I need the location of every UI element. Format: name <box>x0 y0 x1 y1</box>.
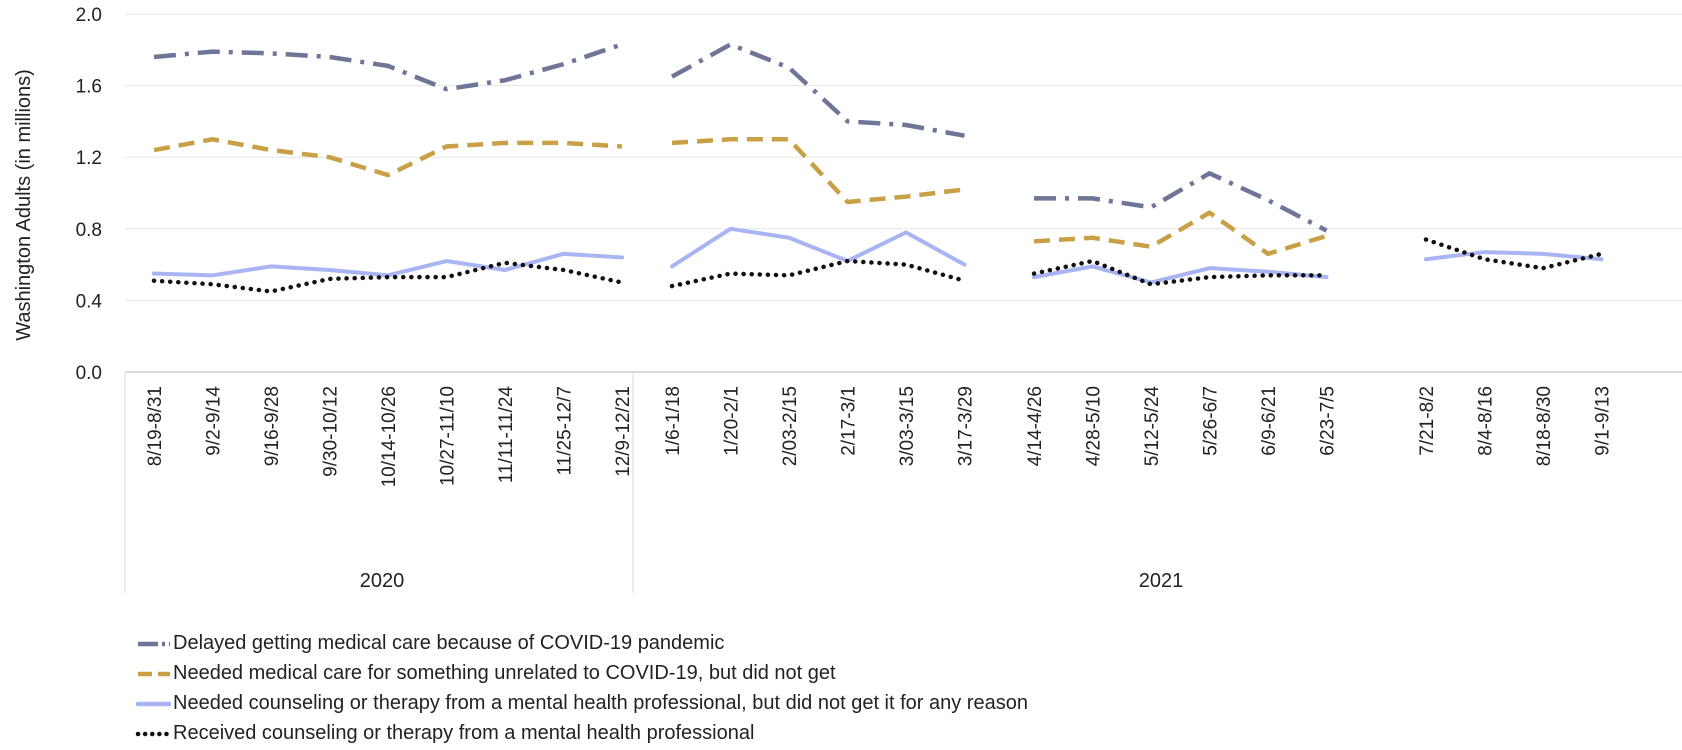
series-line <box>1423 237 1604 271</box>
x-tick-label: 4/14-4/26 <box>1025 386 1046 466</box>
x-tick-label: 8/4-8/16 <box>1476 386 1497 456</box>
series-4 <box>151 237 1604 294</box>
axes <box>124 371 1682 593</box>
series-line <box>153 42 623 92</box>
x-tick-label: 11/25-12/7 <box>555 386 576 475</box>
x-group-labels: 2020 2021 <box>360 570 1184 592</box>
x-tick-label: 12/9-12/21 <box>613 386 634 477</box>
x-tick-label: 1/6-1/18 <box>663 386 684 456</box>
y-tick-labels: 0.0 0.4 0.8 1.2 1.6 2.0 <box>76 5 103 384</box>
series-line <box>1033 210 1328 257</box>
series-line <box>1032 264 1329 285</box>
series-line <box>153 137 623 178</box>
x-tick-label: 4/28-5/10 <box>1084 386 1105 466</box>
series-2 <box>153 137 1328 257</box>
x-tick-label: 5/12-5/24 <box>1142 386 1163 467</box>
x-tick-label: 2/03-2/15 <box>780 386 801 466</box>
legend-label: Delayed getting medical care because of … <box>173 631 725 654</box>
y-tick-label: 1.6 <box>76 77 102 98</box>
x-tick-label: 8/19-8/31 <box>145 386 166 466</box>
series-3 <box>152 226 1604 285</box>
x-tick-label: 9/2-9/14 <box>204 386 225 456</box>
series-line <box>1034 171 1328 233</box>
y-tick-label: 0.8 <box>76 220 102 241</box>
x-group-label: 2021 <box>1139 570 1184 592</box>
legend-item: Needed medical care for something unrela… <box>135 658 1028 688</box>
x-tick-label: 3/03-3/15 <box>897 386 918 466</box>
x-tick-labels: 8/19-8/31 9/2-9/14 9/16-9/28 9/30-10/12 10/1… <box>145 386 1614 488</box>
y-tick-label: 2.0 <box>76 5 102 26</box>
legend-item: Delayed getting medical care because of … <box>135 628 1028 658</box>
y-tick-label: 0.0 <box>76 363 102 384</box>
x-tick-label: 10/14-10/26 <box>379 386 400 487</box>
x-tick-label: 9/30-10/12 <box>321 386 342 477</box>
x-tick-label: 3/17-3/29 <box>956 386 977 466</box>
gridlines <box>125 13 1682 301</box>
x-tick-label: 9/16-9/28 <box>262 386 283 466</box>
legend-swatch <box>138 671 170 677</box>
x-tick-label: 6/23-7/5 <box>1318 386 1339 456</box>
legend-label: Needed counseling or therapy from a ment… <box>173 691 1028 714</box>
y-tick-label: 1.2 <box>76 148 102 169</box>
x-tick-label: 2/17-3/1 <box>839 386 860 456</box>
legend: Delayed getting medical care because of … <box>135 628 1028 748</box>
legend-label: Needed medical care for something unrela… <box>173 661 836 684</box>
legend-item: Needed counseling or therapy from a ment… <box>135 688 1028 718</box>
series-line <box>670 226 967 269</box>
series-line <box>670 42 965 138</box>
legend-swatch <box>135 731 171 737</box>
x-tick-label: 8/18-8/30 <box>1534 386 1555 466</box>
x-tick-label: 10/27-11/10 <box>438 386 459 486</box>
series-line <box>152 251 624 278</box>
legend-item: Received counseling or therapy from a me… <box>135 718 1028 748</box>
legend-swatch <box>135 701 171 707</box>
x-tick-label: 5/26-6/7 <box>1201 386 1222 456</box>
x-tick-label: 11/11-11/24 <box>496 386 517 484</box>
y-axis-label: Washington Adults (in millions) <box>13 69 35 341</box>
x-tick-label: 1/20-2/1 <box>722 386 743 456</box>
series-1 <box>153 42 1328 233</box>
x-tick-label: 7/21-8/2 <box>1417 386 1438 456</box>
x-group-label: 2020 <box>360 570 405 592</box>
series-lines <box>151 42 1604 294</box>
series-line <box>151 260 625 294</box>
x-tick-label: 6/9-6/21 <box>1259 386 1280 456</box>
series-line <box>669 258 967 289</box>
series-line <box>1031 258 1329 287</box>
y-tick-label: 0.4 <box>76 291 103 312</box>
legend-label: Received counseling or therapy from a me… <box>173 721 755 744</box>
legend-swatch <box>138 641 170 647</box>
series-line <box>1424 250 1604 262</box>
x-tick-label: 9/1-9/13 <box>1593 386 1614 456</box>
series-line <box>671 137 965 205</box>
